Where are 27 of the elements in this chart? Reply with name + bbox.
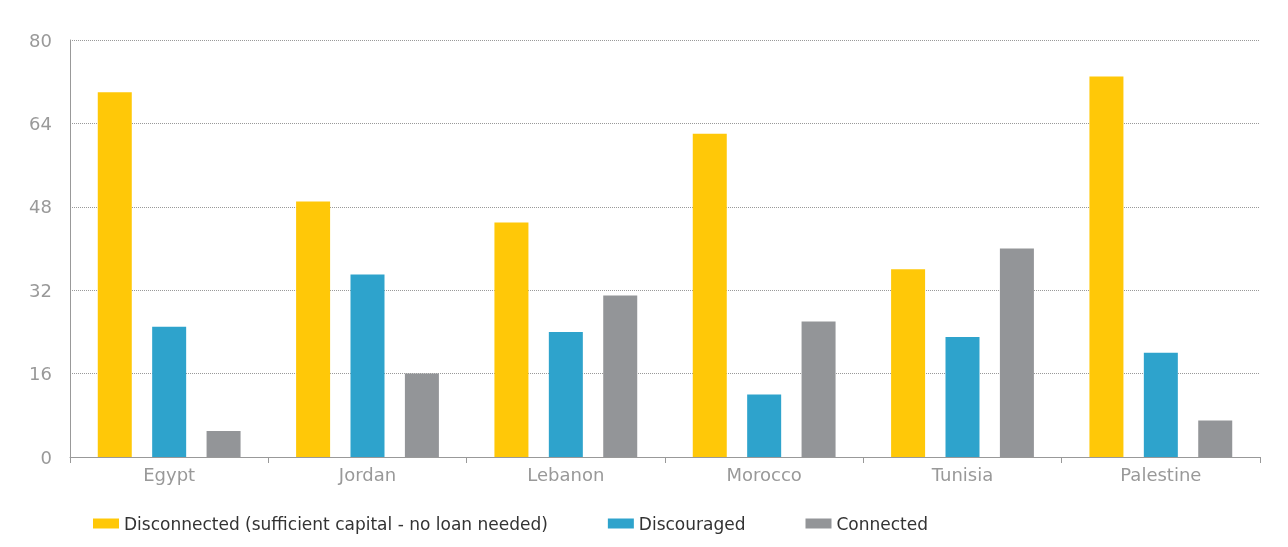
bar: [97, 92, 132, 457]
x-tick-label: Egypt: [143, 463, 196, 485]
x-tick-label: Jordan: [337, 463, 397, 485]
x-tick-label: Tunisia: [930, 463, 994, 485]
legend-label: Discouraged: [638, 513, 746, 534]
bar: [945, 337, 980, 457]
x-tick-label: Morocco: [726, 463, 802, 485]
bar: [1089, 76, 1124, 457]
bar: [494, 222, 529, 457]
bar: [152, 326, 187, 457]
x-tick-label: Palestine: [1120, 463, 1202, 485]
bar: [350, 274, 385, 457]
y-tick-label: 64: [29, 112, 52, 134]
legend-label: Disconnected (sufficient capital - no loan needed): [124, 513, 548, 534]
bar: [296, 201, 331, 457]
x-tick-label: Lebanon: [527, 463, 605, 485]
bar: [1143, 352, 1178, 457]
y-tick-label: 0: [40, 446, 52, 468]
y-tick-label: 80: [29, 29, 52, 51]
legend-label: Connected: [836, 513, 929, 534]
bar: [747, 394, 782, 457]
y-tick-label: 48: [29, 196, 52, 218]
y-tick-label: 32: [29, 279, 52, 301]
bar: [692, 133, 727, 457]
y-tick-label: 16: [29, 363, 52, 385]
bar: [891, 269, 926, 457]
bar: [548, 331, 583, 457]
